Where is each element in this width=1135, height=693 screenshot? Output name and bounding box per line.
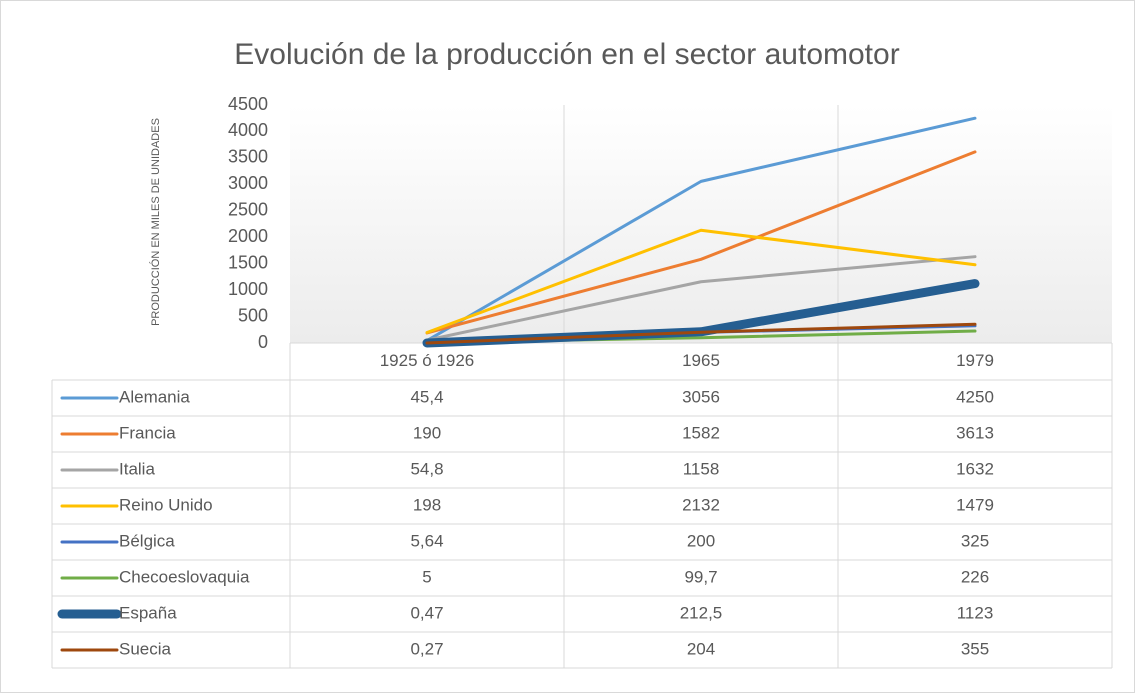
y-tick-label: 1000 [228, 279, 268, 299]
table-cell: 1479 [956, 495, 994, 514]
series-line [425, 116, 977, 343]
table-cell: 4250 [956, 387, 994, 406]
y-tick-label: 4500 [228, 94, 268, 114]
legend-label: Alemania [119, 387, 190, 406]
table-cell: 45,4 [410, 387, 443, 406]
series-line [425, 255, 977, 342]
x-tick-label: 1965 [682, 351, 720, 370]
table-cell: 200 [687, 531, 715, 550]
y-tick-label: 3500 [228, 147, 268, 167]
legend-label: España [119, 603, 177, 622]
plot-area [290, 105, 1112, 343]
legend-label: Reino Unido [119, 495, 213, 514]
x-tick-label: 1925 ó 1926 [380, 351, 475, 370]
table-cell: 0,27 [410, 639, 443, 658]
table-cell: 54,8 [410, 459, 443, 478]
y-tick-label: 0 [258, 332, 268, 352]
table-cell: 198 [413, 495, 441, 514]
legend-label: Francia [119, 423, 176, 442]
table-cell: 3056 [682, 387, 720, 406]
table-cell: 0,47 [410, 603, 443, 622]
table-cell: 355 [961, 639, 989, 658]
y-tick-label: 1500 [228, 252, 268, 272]
table-cell: 204 [687, 639, 715, 658]
y-tick-label: 4000 [228, 120, 268, 140]
table-cell: 1632 [956, 459, 994, 478]
x-tick-label: 1979 [956, 351, 994, 370]
table-cell: 5 [422, 567, 431, 586]
series-line [425, 322, 977, 345]
legend-label: Italia [119, 459, 155, 478]
series-line [425, 228, 977, 335]
y-tick-label: 2000 [228, 226, 268, 246]
chart-title: Evolución de la producción en el sector … [234, 38, 899, 71]
table-cell: 99,7 [684, 567, 717, 586]
series-line [425, 150, 977, 335]
table-cell: 1582 [682, 423, 720, 442]
legend-label: Bélgica [119, 531, 175, 550]
legend-label: Checoeslovaquia [119, 567, 250, 586]
table-cell: 1158 [683, 459, 720, 478]
table-cell: 5,64 [410, 531, 443, 550]
y-axis-title: PRODUCCIÓN EN MILES DE UNIDADES [149, 118, 162, 326]
legend-label: Suecia [119, 639, 172, 658]
y-tick-label: 3000 [228, 173, 268, 193]
y-tick-label: 2500 [228, 200, 268, 220]
table-cell: 212,5 [680, 603, 723, 622]
table-cell: 2132 [682, 495, 720, 514]
table-cell: 190 [413, 423, 441, 442]
table-cell: 325 [961, 531, 989, 550]
table-cell: 1123 [957, 603, 994, 622]
table-cell: 3613 [956, 423, 994, 442]
table-cell: 226 [961, 567, 989, 586]
y-tick-label: 500 [238, 305, 268, 325]
